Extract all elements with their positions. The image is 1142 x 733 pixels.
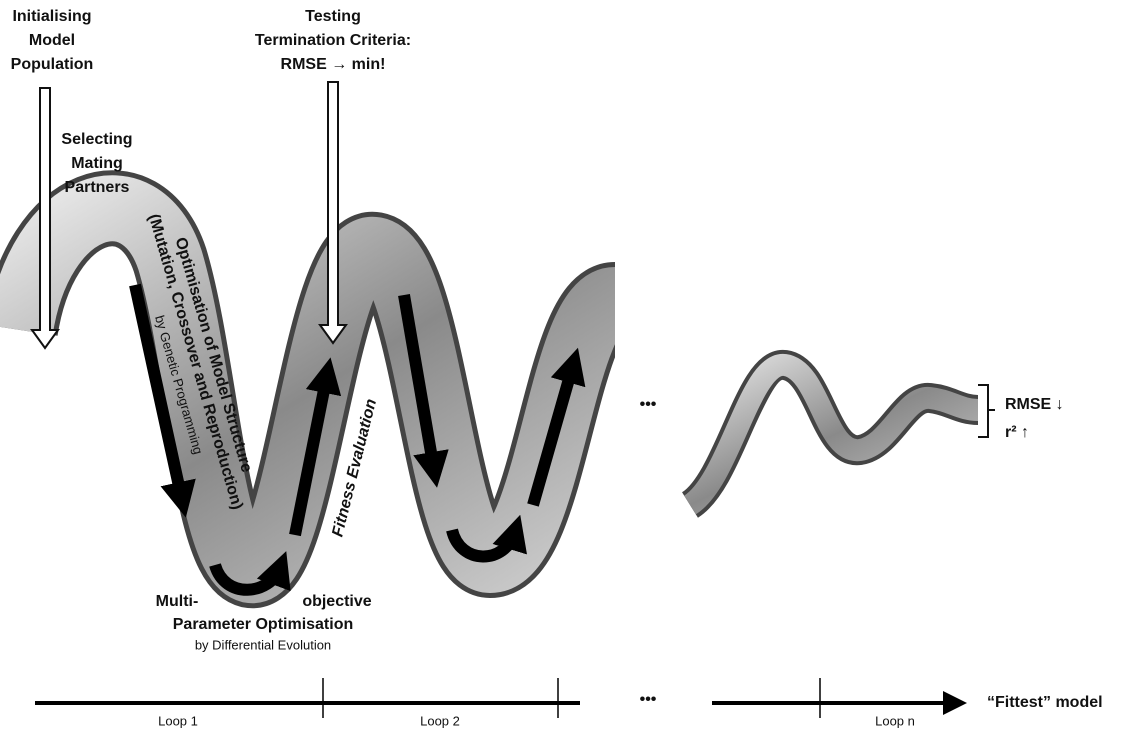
label: Parameter Optimisation — [173, 616, 354, 633]
label: by Differential Evolution — [195, 637, 331, 652]
bracket — [978, 384, 995, 438]
label: Population — [11, 56, 94, 73]
label: Initialising — [12, 8, 91, 25]
loop-label: Loop n — [875, 713, 915, 728]
label: Partners — [65, 179, 130, 196]
metric: RMSE ↓ — [1005, 396, 1064, 413]
process-arrows — [129, 283, 586, 596]
ellipsis: ••• — [640, 396, 657, 413]
metric: r² ↑ — [1005, 424, 1029, 441]
label: Selecting — [61, 131, 132, 148]
loop-label: Loop 1 — [158, 713, 198, 728]
result-label: “Fittest” model — [987, 694, 1103, 711]
label: objective — [302, 593, 371, 610]
input-arrows — [30, 81, 348, 350]
loop-label: Loop 2 — [420, 713, 460, 728]
timeline — [35, 678, 967, 718]
label: Testing — [305, 8, 361, 25]
label: Mating — [71, 155, 123, 172]
label: Termination Criteria: — [255, 32, 411, 49]
label: Multi- — [156, 593, 199, 610]
ellipsis: ••• — [640, 691, 657, 708]
label: Model — [29, 32, 75, 49]
label: RMSE → min! — [281, 56, 386, 73]
